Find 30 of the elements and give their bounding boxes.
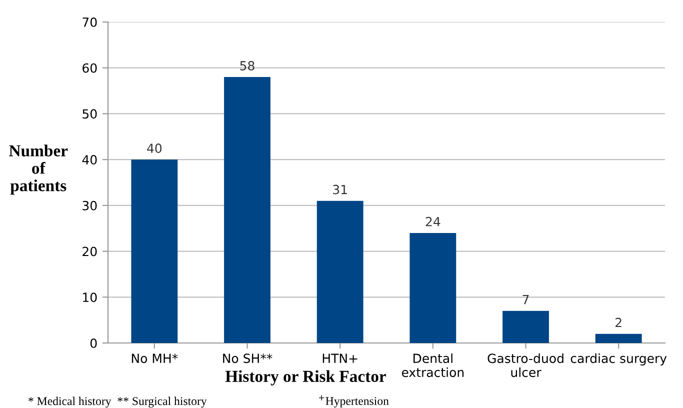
bar: [595, 334, 642, 343]
y-tick-label: 0: [90, 338, 97, 348]
y-tick-label: 20: [82, 246, 97, 256]
data-label: 40: [147, 144, 162, 153]
y-tick-label: 50: [82, 109, 97, 119]
y-tick-label: 60: [82, 63, 97, 73]
y-tick-label: 10: [83, 292, 97, 302]
x-tick-label: No MH*: [132, 354, 178, 364]
x-tick-label: No SH**: [223, 354, 272, 364]
y-tick-label: 70: [82, 17, 97, 27]
x-tick-label: cardiac surgery: [570, 353, 667, 366]
data-label: 31: [333, 184, 347, 194]
bar: [316, 200, 364, 343]
x-tick-label: Dental extraction: [402, 353, 464, 378]
x-tick-label: Gastro-duod ulcer: [488, 353, 564, 378]
data-label: 24: [426, 216, 440, 226]
x-axis-title: History or Risk Factor: [225, 370, 386, 386]
y-tick-label: 30: [82, 200, 97, 210]
text: $^{+}$Hypertension: [318, 395, 389, 408]
y-tick-label: 40: [82, 155, 97, 164]
x-tick-label: HTN+: [322, 354, 358, 363]
bar: [224, 77, 270, 343]
text: * Medical history ** Surgical history: [28, 396, 207, 408]
y-axis-title: Number of patients: [9, 144, 68, 195]
bar: [502, 310, 549, 343]
bar: [131, 160, 178, 343]
data-label: 7: [522, 295, 529, 304]
bar: [410, 232, 456, 343]
data-label: 58: [240, 60, 254, 70]
data-label: 2: [616, 318, 622, 328]
